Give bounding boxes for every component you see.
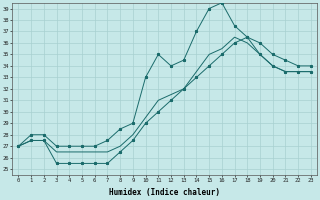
X-axis label: Humidex (Indice chaleur): Humidex (Indice chaleur) bbox=[109, 188, 220, 197]
